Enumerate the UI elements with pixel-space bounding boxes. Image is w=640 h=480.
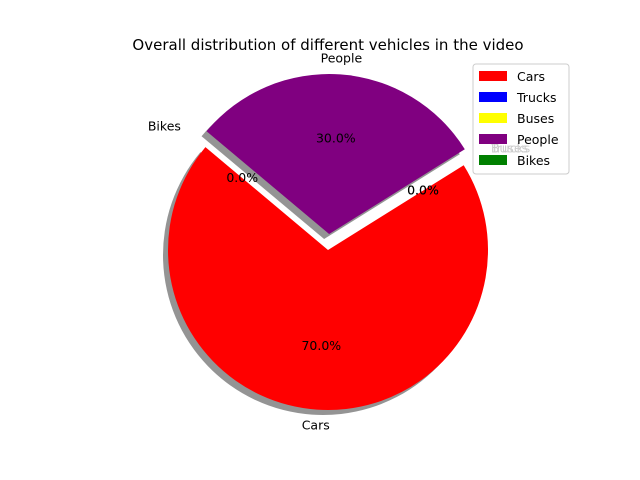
slice-label-bikes: Bikes — [148, 119, 181, 134]
percent-label-cars: 70.0% — [301, 338, 341, 353]
legend-swatch-people — [479, 134, 507, 144]
chart-title: Overall distribution of different vehicl… — [132, 36, 523, 54]
legend-swatch-bikes — [479, 155, 507, 165]
slice-people — [206, 74, 465, 235]
percent-label-bikes: 0.0% — [226, 170, 258, 185]
slice-cars — [168, 147, 489, 410]
slice-label-cars: Cars — [302, 418, 330, 433]
legend-frame — [472, 63, 570, 175]
percent-label-buses: 0.0% — [407, 183, 439, 198]
legend-swatch-buses — [479, 113, 507, 123]
legend-label-trucks: Trucks — [516, 90, 556, 105]
percent-label-people: 30.0% — [316, 130, 356, 145]
legend-label-bikes: Bikes — [517, 153, 550, 168]
legend-label-cars: Cars — [517, 69, 545, 84]
legend-label-buses: Buses — [517, 111, 554, 126]
percent-label-trucks: 0.0% — [407, 183, 439, 198]
legend: Cars Trucks Buses People Bikes — [472, 63, 570, 175]
pie-slices — [168, 74, 489, 410]
slice-label-people: People — [321, 50, 363, 65]
legend-label-people: People — [517, 132, 559, 147]
legend-swatch-cars — [479, 71, 507, 81]
legend-swatch-trucks — [479, 92, 507, 102]
